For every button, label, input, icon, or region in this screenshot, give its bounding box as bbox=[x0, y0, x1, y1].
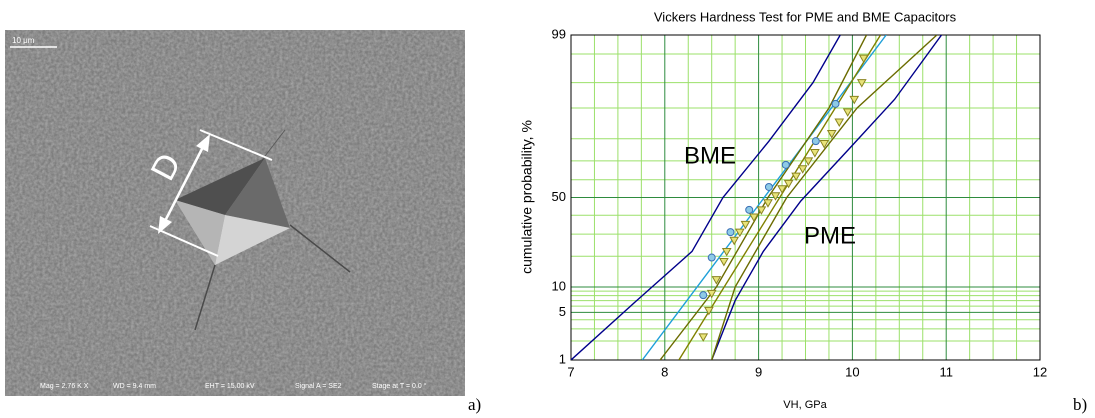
sem-info: Stage at T = 0.0 ° bbox=[372, 382, 427, 390]
data-point bbox=[729, 236, 740, 246]
x-tick-label: 9 bbox=[755, 364, 762, 379]
data-point bbox=[698, 333, 709, 342]
x-axis-label: VH, GPa bbox=[783, 399, 827, 411]
data-point bbox=[726, 228, 735, 237]
data-point bbox=[734, 228, 745, 238]
x-tick-label: 10 bbox=[845, 364, 859, 379]
data-point bbox=[764, 182, 773, 191]
data-point bbox=[699, 291, 708, 300]
data-point bbox=[783, 179, 794, 189]
data-point bbox=[777, 185, 787, 194]
data-point bbox=[707, 253, 716, 262]
annotation: BME bbox=[684, 142, 736, 169]
data-point bbox=[719, 257, 729, 267]
sem-info: Mag = 2.76 K X bbox=[40, 383, 89, 390]
fit-line bbox=[678, 35, 882, 360]
y-tick-label: 50 bbox=[552, 189, 566, 204]
y-axis-label: cumulative probability, % bbox=[519, 120, 535, 274]
data-point bbox=[791, 172, 801, 182]
y-tick-label: 1 bbox=[559, 351, 566, 366]
fit-line bbox=[711, 35, 943, 360]
x-tick-label: 7 bbox=[567, 364, 574, 379]
data-point bbox=[756, 206, 767, 215]
annotation: PME bbox=[804, 222, 856, 249]
panel-label: a) bbox=[468, 395, 481, 414]
data-point bbox=[834, 118, 845, 128]
data-point bbox=[849, 95, 860, 105]
data-point bbox=[858, 54, 869, 64]
data-point bbox=[819, 140, 830, 149]
data-point bbox=[797, 165, 808, 174]
x-tick-label: 11 bbox=[939, 364, 953, 379]
data-point bbox=[763, 199, 773, 208]
data-point bbox=[826, 130, 837, 139]
sem-info: EHT = 15.00 kV bbox=[205, 383, 255, 390]
data-point bbox=[803, 157, 814, 166]
x-tick-label: 8 bbox=[661, 364, 668, 379]
scale-bar-label: 10 μm bbox=[12, 36, 35, 45]
fit-line bbox=[571, 35, 841, 360]
data-point bbox=[745, 205, 754, 214]
y-tick-label: 5 bbox=[559, 304, 566, 319]
data-point bbox=[856, 79, 867, 88]
fit-line bbox=[641, 35, 887, 360]
chart-title: Vickers Hardness Test for PME and BME Ca… bbox=[654, 9, 957, 24]
data-point bbox=[810, 149, 820, 158]
fit-line bbox=[659, 35, 868, 360]
plot-frame bbox=[570, 34, 1041, 361]
data-point bbox=[711, 276, 722, 285]
data-point bbox=[831, 99, 840, 108]
data-point bbox=[749, 213, 759, 223]
sem-image bbox=[5, 30, 465, 396]
data-point bbox=[704, 306, 714, 316]
data-point bbox=[781, 160, 790, 169]
fit-line bbox=[711, 35, 938, 360]
data-point bbox=[721, 247, 732, 257]
series-group bbox=[571, 35, 943, 360]
x-tick-label: 12 bbox=[1033, 364, 1047, 379]
sem-info: WD = 9.4 mm bbox=[113, 383, 156, 390]
data-point bbox=[842, 108, 853, 117]
sem-info: Signal A = SE2 bbox=[295, 383, 342, 390]
data-point bbox=[811, 137, 820, 146]
y-tick-label: 99 bbox=[552, 26, 566, 41]
data-point bbox=[706, 289, 717, 299]
plot-area: 7 8 9 10 11 12 1 5 10 50 99 BME PME bbox=[552, 26, 1048, 379]
data-point bbox=[740, 220, 751, 230]
data-point bbox=[770, 192, 781, 201]
y-tick-label: 10 bbox=[552, 278, 566, 293]
panel-label: b) bbox=[1073, 395, 1087, 414]
